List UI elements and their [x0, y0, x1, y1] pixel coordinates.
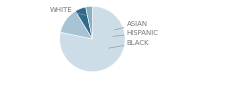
Text: HISPANIC: HISPANIC: [113, 30, 159, 36]
Text: ASIAN: ASIAN: [115, 21, 148, 30]
Text: BLACK: BLACK: [109, 40, 149, 48]
Wedge shape: [60, 6, 125, 72]
Wedge shape: [75, 7, 92, 39]
Wedge shape: [60, 11, 92, 39]
Wedge shape: [86, 6, 92, 39]
Text: WHITE: WHITE: [50, 6, 86, 15]
